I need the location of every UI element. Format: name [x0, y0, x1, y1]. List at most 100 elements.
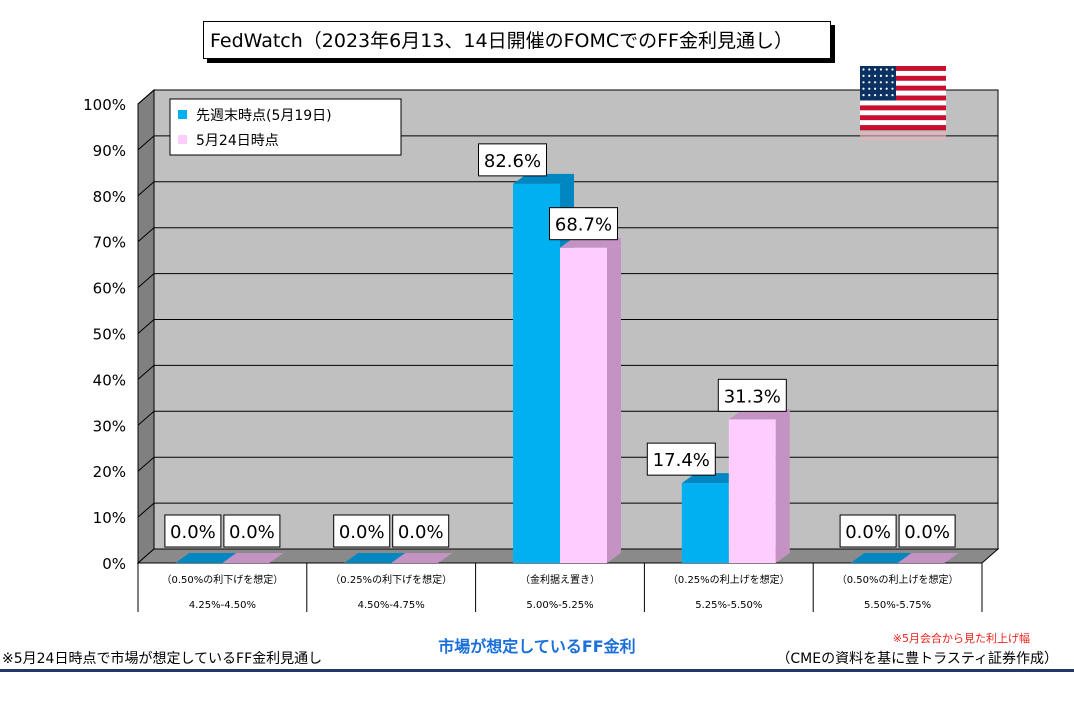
- flag-star: [868, 87, 871, 90]
- x-category-note: （金利据え置き）: [520, 573, 600, 586]
- flag-star: [885, 68, 888, 71]
- data-label-box: [392, 514, 450, 548]
- flag-star: [891, 81, 894, 84]
- flag-stripe: [860, 125, 946, 131]
- flag-star: [885, 94, 888, 97]
- flag-reflection: [860, 132, 946, 140]
- data-label-box: [333, 514, 391, 548]
- x-axis-categories: （0.50%の利下げを想定） 4.25%-4.50% （0.25%の利下げを想定） 4…: [137, 563, 983, 612]
- gridline-side: [137, 365, 155, 380]
- bar-top: [850, 553, 912, 563]
- y-axis-ticks: 0% 10% 20% 30% 40% 50% 60% 70% 80% 90% 100%: [83, 96, 126, 573]
- x-category-label: 4.25%-4.50%: [189, 600, 256, 611]
- flag-stripe: [860, 120, 946, 126]
- y-tick-label: 50%: [93, 326, 126, 344]
- data-label-box: [478, 143, 547, 177]
- legend: 先週末時点(5月19日) 5月24日時点: [169, 98, 402, 156]
- chart-title: FedWatch（2023年6月13、14日開催のFOMCでのFF金利見通し）: [203, 21, 831, 59]
- x-category-note: （0.25%の利下げを想定）: [330, 573, 452, 586]
- data-label: 82.6%: [484, 151, 541, 172]
- data-label-box: [717, 378, 787, 412]
- bar-side: [607, 237, 621, 564]
- y-tick-label: 90%: [93, 142, 126, 160]
- flag-star: [874, 74, 877, 77]
- flag-stripe: [860, 85, 946, 91]
- gridline-side: [137, 502, 155, 518]
- flag-star: [891, 74, 894, 77]
- data-label: 31.3%: [724, 386, 781, 407]
- flag-star: [891, 68, 894, 71]
- y-tick-label: 20%: [93, 463, 126, 481]
- flag-star: [862, 81, 865, 84]
- flag-star: [891, 87, 894, 90]
- legend-label: 5月24日時点: [196, 133, 279, 149]
- y-tick-label: 30%: [93, 417, 126, 435]
- bar-side: [775, 409, 790, 563]
- data-label: 0.0%: [170, 522, 216, 543]
- flag-stripe: [860, 70, 946, 77]
- x-category-label: 4.50%-4.75%: [358, 600, 425, 611]
- flag-stripe: [860, 95, 946, 101]
- gridline-side: [137, 135, 155, 151]
- flag-star: [862, 74, 865, 77]
- x-category-label: 5.50%-5.75%: [864, 600, 931, 611]
- bar-top: [391, 553, 453, 563]
- flag-star: [885, 74, 888, 77]
- bar: [560, 247, 607, 564]
- x-category-label: 5.25%-5.50%: [695, 600, 762, 611]
- footnote-source: （CMEの資料を基に豊トラスティ証券作成）: [776, 651, 1058, 667]
- bar-top: [175, 553, 237, 563]
- flag-stripe: [860, 90, 946, 96]
- gridline-side: [137, 273, 155, 288]
- flag-star: [879, 68, 883, 71]
- gridline-side: [137, 181, 155, 197]
- flag-star: [879, 81, 883, 84]
- data-label: 68.7%: [555, 215, 612, 236]
- gridline-side: [137, 456, 155, 472]
- flag-star: [879, 87, 883, 90]
- legend-swatch: [178, 110, 187, 119]
- flag-stripe: [860, 100, 946, 106]
- bar-top: [344, 553, 406, 563]
- footnote-red: ※5月会合から見た利上げ幅: [892, 632, 1030, 645]
- y-tick-label: 80%: [93, 188, 126, 206]
- y-tick-label: 60%: [93, 280, 126, 298]
- legend-label: 先週末時点(5月19日): [196, 108, 332, 124]
- y-tick-label: 0%: [102, 555, 126, 573]
- y-tick-label: 10%: [93, 509, 126, 527]
- flag-star: [874, 68, 877, 71]
- us-flag-icon: [860, 66, 946, 140]
- bar-top: [222, 553, 284, 563]
- y-tick-label: 100%: [83, 96, 126, 114]
- flag-stripe: [860, 110, 946, 116]
- data-label: 0.0%: [845, 522, 891, 543]
- flag-star: [868, 68, 871, 71]
- data-label: 0.0%: [398, 522, 444, 543]
- legend-swatch: [178, 135, 187, 144]
- y-tick-label: 40%: [93, 371, 126, 389]
- gridline-side: [137, 319, 155, 334]
- data-label-box: [898, 514, 956, 548]
- x-category-note: （0.50%の利上げを想定）: [837, 573, 959, 586]
- flag-stripe: [860, 80, 946, 86]
- flag-star: [868, 74, 871, 77]
- x-category-note: （0.25%の利上げを想定）: [668, 573, 790, 586]
- data-label: 0.0%: [904, 522, 950, 543]
- data-label: 0.0%: [229, 522, 275, 543]
- data-label-box: [839, 514, 897, 548]
- bar: [728, 419, 776, 563]
- flag-star: [891, 94, 894, 97]
- data-label-box: [223, 514, 281, 548]
- gridline-side: [137, 227, 155, 243]
- flag-star: [879, 94, 883, 97]
- bottom-rule: [0, 669, 1074, 672]
- bar: [681, 483, 729, 563]
- flag-star: [862, 68, 865, 71]
- flag-canton: [860, 66, 896, 101]
- flag-stripe: [860, 105, 946, 111]
- bar-top: [897, 553, 959, 563]
- flag-star: [862, 94, 865, 97]
- y-tick-label: 70%: [93, 234, 126, 252]
- flag-star: [885, 87, 888, 90]
